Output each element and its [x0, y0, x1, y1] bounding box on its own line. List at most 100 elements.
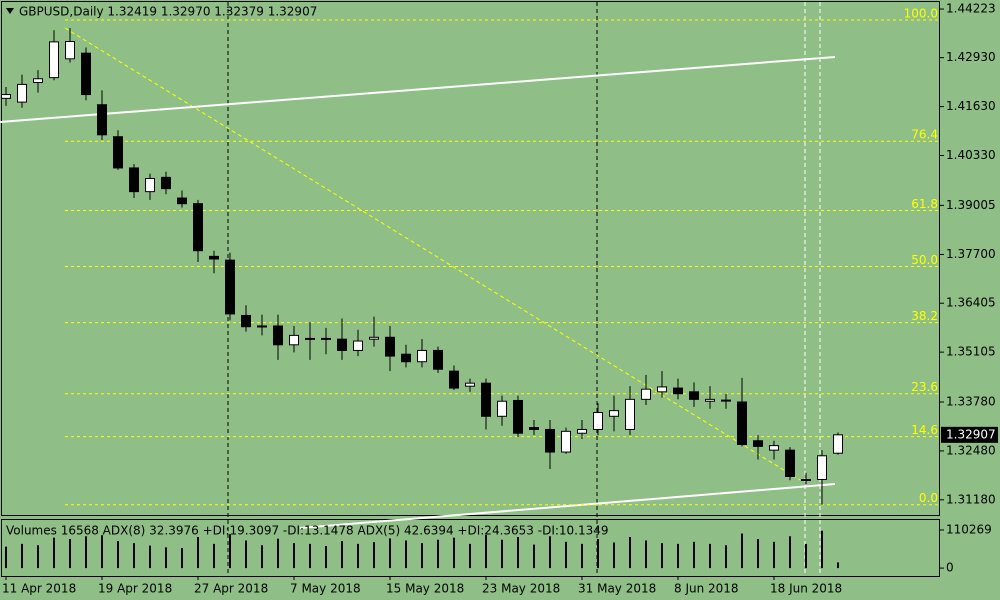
candle-body — [81, 52, 91, 96]
candle-body — [449, 370, 459, 389]
volume-bar — [437, 539, 439, 569]
candle-body — [513, 399, 523, 434]
volume-bar — [693, 541, 695, 569]
x-tick-label: 19 Apr 2018 — [98, 582, 172, 596]
candle-body — [545, 428, 555, 453]
volume-bar — [325, 545, 327, 569]
fib-label: 76.4 — [911, 128, 938, 142]
volume-bar — [373, 542, 375, 569]
volume-bar — [245, 540, 247, 569]
candle-body — [177, 197, 187, 205]
chart-header: GBPUSD,Daily 1.32419 1.32970 1.32379 1.3… — [19, 5, 317, 19]
candle-body — [641, 388, 651, 400]
volume-frame — [1, 519, 940, 577]
fib-label: 23.6 — [911, 380, 938, 394]
main-frame — [1, 1, 940, 516]
volume-bar — [757, 539, 759, 569]
volume-bar — [565, 541, 567, 569]
candle-body — [305, 337, 315, 340]
candle-body — [737, 401, 747, 446]
candle-body — [257, 325, 267, 328]
volume-bar — [405, 540, 407, 569]
x-tick-label: 27 Apr 2018 — [194, 582, 268, 596]
x-tick-label: 11 Apr 2018 — [2, 582, 76, 596]
y-tick-label: 1.39005 — [946, 198, 996, 212]
volume-bar — [197, 536, 199, 569]
last-price-box — [941, 426, 998, 443]
volume-bar — [101, 535, 103, 569]
volume-bar — [837, 562, 839, 569]
y-tick-label: 1.42930 — [946, 50, 996, 64]
candle-body — [353, 340, 363, 351]
y-tick-label: 1.37700 — [946, 247, 996, 261]
candle-body — [673, 387, 683, 395]
volume-bar — [421, 543, 423, 569]
candle-body — [465, 382, 475, 387]
y-tick-label: 1.33780 — [946, 394, 996, 408]
volume-bar — [453, 537, 455, 569]
volume-tick-label: 110269 — [946, 522, 992, 536]
volume-label: Volumes 16568 ADX(8) 32.3976 +DI:19.3097… — [6, 524, 609, 538]
volume-bar — [261, 545, 263, 569]
volume-bar — [389, 538, 391, 569]
candle-body — [417, 349, 427, 363]
candle-body — [497, 400, 507, 417]
y-tick-label: 1.32480 — [946, 443, 996, 457]
candle-body — [209, 255, 219, 260]
volume-bar — [773, 541, 775, 569]
volume-bar — [69, 539, 71, 569]
candle-body — [145, 177, 155, 193]
candle-body — [113, 136, 123, 169]
x-tick-label: 8 Jun 2018 — [674, 582, 739, 596]
candle-body — [129, 167, 139, 193]
candle-body — [753, 440, 763, 447]
x-tick-label: 7 May 2018 — [290, 582, 361, 596]
volume-bar — [133, 543, 135, 569]
volume-bar — [469, 543, 471, 569]
x-tick-label: 18 Jun 2018 — [770, 582, 842, 596]
volume-bar — [533, 544, 535, 569]
x-tick-label: 31 May 2018 — [578, 582, 656, 596]
fib-trend-line — [64, 27, 801, 481]
trend-line — [0, 56, 836, 123]
candle-body — [833, 434, 843, 454]
volume-tick-label: 0 — [946, 561, 954, 575]
y-tick-label: 1.44223 — [946, 2, 996, 16]
candle-body — [97, 104, 107, 136]
volume-bar — [629, 536, 631, 569]
candle-body — [289, 334, 299, 346]
volume-bar — [677, 543, 679, 569]
volume-bar — [741, 533, 743, 569]
volume-bar — [117, 541, 119, 569]
volume-bar — [485, 534, 487, 569]
fib-label: 0.0 — [919, 491, 938, 505]
fib-label: 14.6 — [911, 423, 938, 437]
volume-bar — [357, 543, 359, 569]
y-tick-label: 1.36405 — [946, 296, 996, 310]
volume-bar — [613, 542, 615, 569]
candle-body — [273, 325, 283, 346]
candle-body — [401, 353, 411, 363]
volume-bar — [725, 545, 727, 569]
candle-body — [385, 336, 395, 357]
volume-bar — [645, 540, 647, 569]
y-tick-label: 1.35105 — [946, 345, 996, 359]
volume-bar — [661, 543, 663, 569]
fib-label: 61.8 — [911, 197, 938, 211]
candle-body — [529, 427, 539, 430]
volume-bar — [293, 543, 295, 569]
volume-bar — [517, 536, 519, 569]
x-tick-label: 15 May 2018 — [386, 582, 464, 596]
volume-bar — [709, 543, 711, 569]
volume-bar — [581, 543, 583, 569]
volume-bar — [149, 545, 151, 569]
candle-body — [337, 338, 347, 351]
volume-bar — [821, 530, 823, 569]
volume-bar — [597, 539, 599, 569]
volume-bar — [5, 546, 7, 569]
candle-body — [321, 337, 331, 340]
trend-line — [299, 483, 836, 529]
candle-body — [49, 41, 59, 79]
